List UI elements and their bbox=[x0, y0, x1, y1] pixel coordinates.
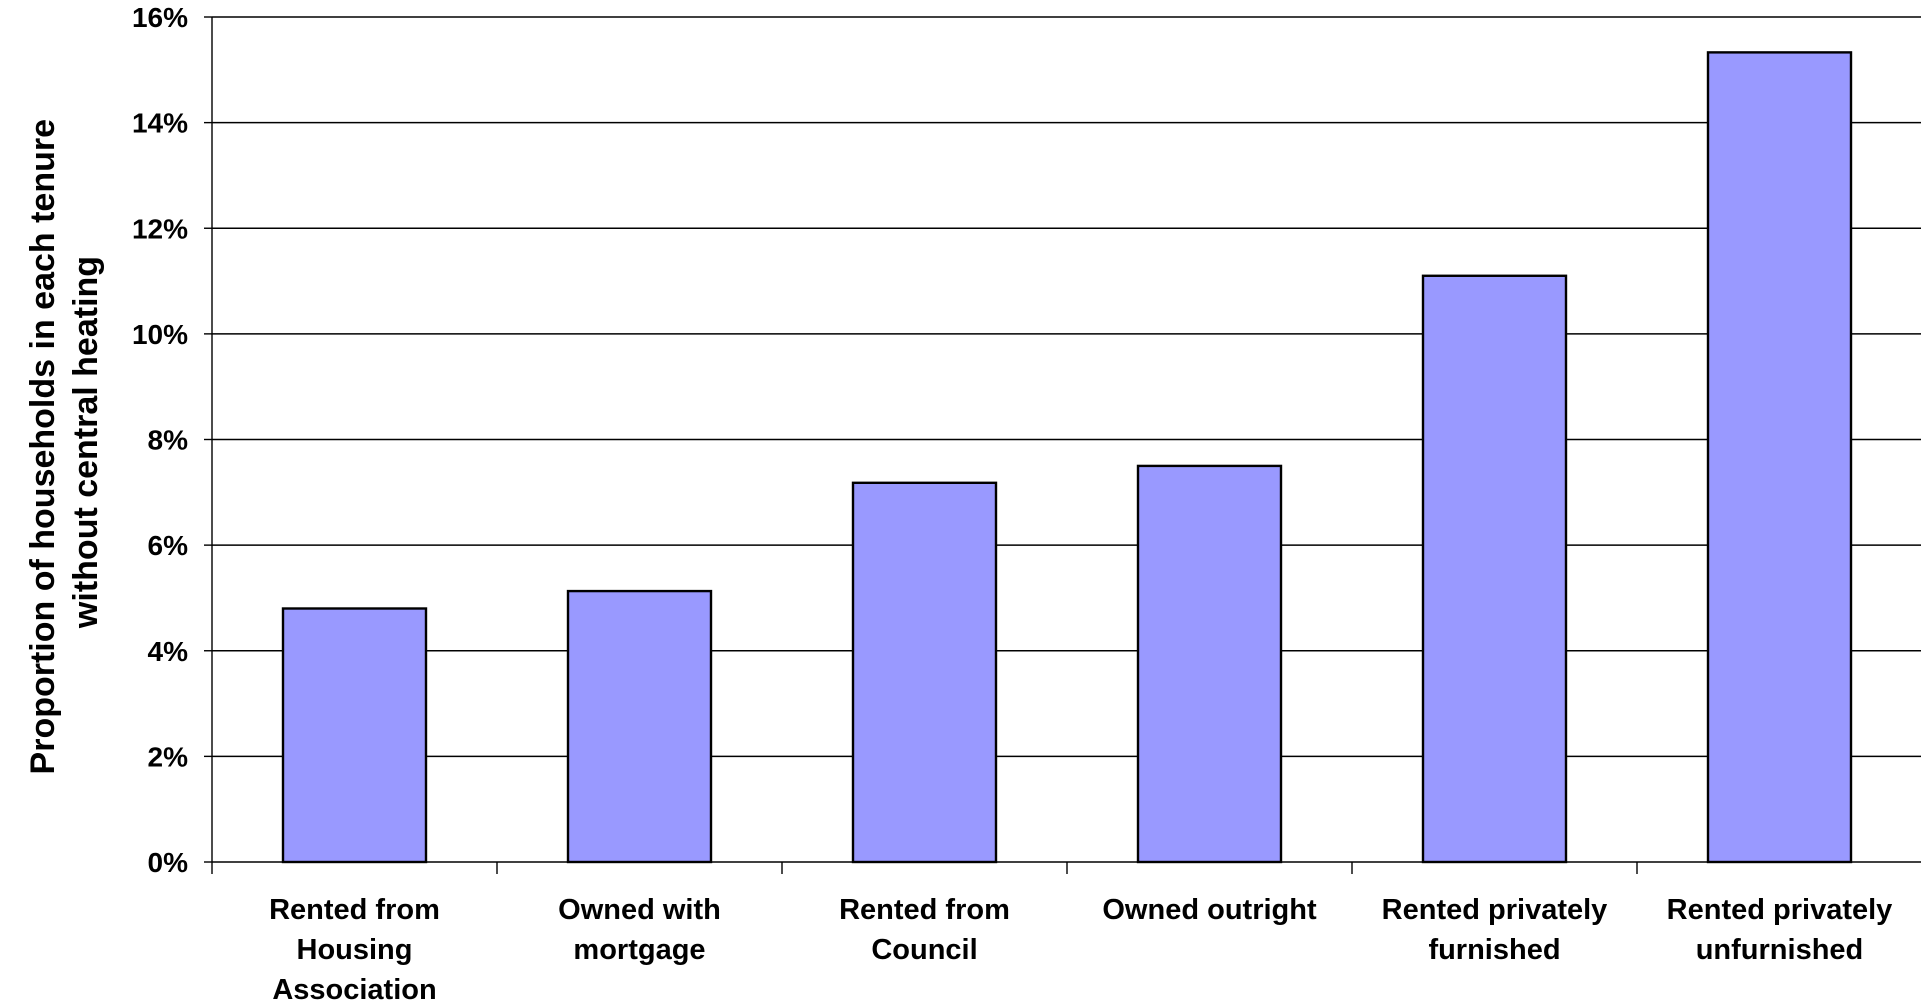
bar bbox=[851, 481, 998, 864]
x-axis-tick-labels: Rented from Housing Association Owned with m… bbox=[269, 894, 1892, 1005]
y-tick-label: 8% bbox=[148, 425, 189, 456]
y-tick-label: 0% bbox=[148, 847, 189, 878]
x-tick-label: Owned with mortgage bbox=[558, 894, 721, 966]
x-tick-label: Owned outright bbox=[1102, 894, 1317, 926]
x-tick-label-line: Association bbox=[272, 974, 436, 1005]
y-tick-label: 4% bbox=[148, 636, 189, 667]
bar bbox=[1706, 51, 1853, 864]
y-tick-label: 12% bbox=[132, 213, 188, 244]
x-tick-label: Rented privately furnished bbox=[1382, 894, 1608, 966]
x-tick-label-line: Rented from bbox=[839, 894, 1010, 926]
x-tick-label: Rented privately unfurnished bbox=[1667, 894, 1893, 966]
y-axis-title: Proportion of households in each tenure … bbox=[24, 110, 105, 775]
x-tick-label-line: Council bbox=[871, 934, 977, 966]
x-tick-label: Rented from Housing Association bbox=[269, 894, 440, 1005]
gridlines bbox=[212, 16, 1921, 758]
y-axis-tick-labels: 0% 2% 4% 6% 8% 10% 12% 14% 16% bbox=[132, 2, 188, 878]
x-tick-label-line: furnished bbox=[1428, 934, 1560, 966]
x-tick-label-line: Rented privately bbox=[1382, 894, 1608, 926]
x-tick-label-line: Owned with bbox=[558, 894, 721, 926]
bar bbox=[1421, 274, 1568, 864]
x-tick-label-line: Owned outright bbox=[1102, 894, 1317, 926]
y-tick-label: 2% bbox=[148, 741, 189, 772]
y-axis-title-line-1: Proportion of households in each tenure bbox=[24, 119, 62, 774]
axes bbox=[204, 16, 1921, 874]
x-tick-label-line: Rented from bbox=[269, 894, 440, 926]
x-tick-label: Rented from Council bbox=[839, 894, 1010, 966]
x-tick-label-line: unfurnished bbox=[1696, 934, 1864, 966]
y-axis-title-line-2: without central heating bbox=[67, 256, 105, 629]
bar bbox=[1136, 464, 1283, 864]
bars bbox=[281, 51, 1853, 864]
x-tick-label-line: mortgage bbox=[573, 934, 705, 966]
bar bbox=[281, 607, 428, 864]
y-tick-label: 14% bbox=[132, 108, 188, 139]
y-tick-label: 10% bbox=[132, 319, 188, 350]
y-tick-label: 16% bbox=[132, 2, 188, 33]
y-tick-label: 6% bbox=[148, 530, 189, 561]
bar bbox=[566, 589, 713, 864]
x-tick-label-line: Housing bbox=[297, 934, 413, 966]
x-tick-label-line: Rented privately bbox=[1667, 894, 1893, 926]
